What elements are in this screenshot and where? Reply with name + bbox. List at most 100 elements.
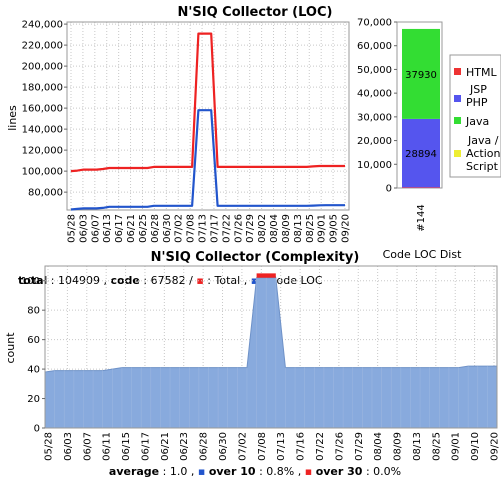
loc-y-tick-label: 160,000: [22, 104, 63, 115]
complexity-x-tick-label: 07/16: [296, 432, 307, 461]
loc-x-tick-label: 09/01: [317, 214, 328, 243]
complexity-x-tick-label: 09/10: [470, 432, 481, 461]
loc-y-tick-label: 220,000: [22, 41, 63, 52]
complexity-y-tick-label: 60: [27, 335, 40, 346]
dist-y-tick-label: 30,000: [357, 112, 392, 123]
complexity-x-tick-label: 08/04: [373, 432, 384, 461]
dist-data-label: 28894: [405, 149, 437, 160]
loc-x-tick-label: 07/13: [198, 214, 209, 243]
dist-y-tick-label: 10,000: [357, 160, 392, 171]
complexity-area-fill: [44, 277, 498, 429]
dist-y-tick-label: 40,000: [357, 89, 392, 100]
loc-x-tick-label: 08/02: [257, 214, 268, 243]
dist-y-tick-label: 60,000: [357, 41, 392, 52]
legend-label-java: Java: [465, 115, 489, 128]
complexity-x-tick-label: 06/15: [121, 432, 132, 461]
loc-x-tick-label: 08/09: [281, 214, 292, 243]
complexity-x-tick-label: 07/26: [334, 432, 345, 461]
complexity-y-tick-label: 20: [27, 394, 40, 405]
legend-total-marker: ▪: [196, 274, 203, 287]
legend-label-action: Action: [466, 147, 500, 160]
summary-over30-value: 0.0%: [373, 465, 401, 478]
loc-x-tick-label: 09/05: [329, 214, 340, 243]
complexity-y-ticks: 0 20 40 60 80 100: [21, 276, 45, 435]
loc-x-tick-label: 08/13: [293, 214, 304, 243]
legend-swatch-html: [454, 68, 461, 75]
summary-over10-label: over 10: [209, 465, 256, 478]
complexity-x-tick-label: 06/21: [160, 432, 171, 461]
complexity-y-tick-label: 80: [27, 306, 40, 317]
summary-over10-value: 0.8%: [266, 465, 294, 478]
loc-x-tick-label: 09/20: [341, 214, 352, 243]
loc-y-tick-label: 80,000: [28, 188, 63, 199]
legend-label-java-slash: Java /: [467, 134, 499, 147]
summary-average-label: average: [109, 465, 159, 478]
dist-bar-html: [402, 187, 440, 188]
loc-x-tick-label: 06/07: [90, 214, 101, 243]
summary-over30-label: over 30: [316, 465, 363, 478]
loc-y-axis-label: lines: [6, 105, 19, 131]
loc-x-tick-label: 06/13: [102, 214, 113, 243]
complexity-area-over30: [256, 273, 276, 278]
loc-line-code-loc: [70, 109, 345, 211]
complexity-x-tick-label: 07/08: [257, 432, 268, 461]
loc-x-tick-label: 07/22: [221, 214, 232, 243]
loc-chart-title: N'SIQ Collector (LOC): [178, 5, 333, 20]
loc-gridlines: [67, 22, 349, 210]
loc-y-ticks: 80,000 100,000 120,000 140,000 160,000 180,00…: [22, 20, 67, 199]
dist-bar-java: [402, 28, 440, 119]
complexity-x-tick-label: 06/28: [199, 432, 210, 461]
complexity-y-tick-label: 0: [34, 424, 40, 435]
complexity-x-tick-label: 06/30: [218, 432, 229, 461]
loc-x-tick-label: 06/25: [138, 214, 149, 243]
complexity-y-tick-label: 40: [27, 365, 40, 376]
loc-x-tick-label: 07/17: [209, 214, 220, 243]
legend-label-html: HTML: [466, 66, 497, 79]
complexity-x-tick-label: 06/23: [179, 432, 190, 461]
complexity-chart-title: N'SIQ Collector (Complexity): [151, 250, 360, 265]
dist-y-tick-label: 20,000: [357, 136, 392, 147]
summary-average-value: 1.0: [170, 465, 188, 478]
loc-x-tick-label: 05/28: [67, 214, 78, 243]
legend-label-script: Script: [466, 160, 499, 173]
complexity-y-tick-label: 100: [21, 276, 40, 287]
complexity-x-tick-label: 06/03: [63, 432, 74, 461]
complexity-x-tick-label: 07/13: [276, 432, 287, 461]
legend-code-label: Code LOC: [269, 274, 323, 287]
dist-category-label: #144: [416, 204, 427, 231]
dist-bar-jsp-php: [402, 118, 440, 188]
legend-label-php: PHP: [466, 96, 488, 109]
complexity-summary: average : 1.0 , ▪ over 10 : 0.8% , ▪ ove…: [109, 465, 401, 478]
loc-x-tick-label: 07/02: [174, 214, 185, 243]
loc-y-tick-label: 180,000: [22, 83, 63, 94]
loc-x-tick-label: 08/04: [269, 214, 280, 243]
complexity-x-tick-label: 08/09: [393, 432, 404, 461]
complexity-chart: N'SIQ Collector (Complexity) 0 20 40 60 80 10…: [4, 250, 501, 461]
loc-y-tick-label: 100,000: [22, 167, 63, 178]
dist-y-tick-label: 0: [386, 184, 392, 195]
legend-over30-marker: ▪: [305, 465, 312, 478]
legend-swatch-java-action-script: [454, 150, 461, 157]
complexity-x-tick-label: 05/28: [44, 432, 55, 461]
loc-y-tick-label: 140,000: [22, 125, 63, 136]
complexity-x-tick-label: 07/02: [237, 432, 248, 461]
loc-y-tick-label: 120,000: [22, 146, 63, 157]
legend-swatch-java: [454, 117, 461, 124]
dist-x-axis-label: Code LOC Dist: [383, 248, 462, 261]
dist-chart: 0 10,000 20,000 30,000 40,000 50,000 60,000 70,…: [357, 18, 462, 262]
loc-y-tick-label: 240,000: [22, 20, 63, 31]
summary-total-label: total: [18, 274, 47, 287]
dist-y-tick-label: 50,000: [357, 65, 392, 76]
loc-x-tick-label: 08/25: [305, 214, 316, 243]
loc-x-tick-label: 07/29: [245, 214, 256, 243]
summary-code-label: code: [110, 274, 139, 287]
complexity-area: [44, 273, 498, 429]
complexity-y-axis-label: count: [4, 332, 17, 364]
loc-series-lines: [70, 32, 345, 211]
loc-plot-frame: [66, 21, 350, 211]
legend-total-label: Total: [213, 274, 240, 287]
loc-x-tick-label: 06/28: [150, 214, 161, 243]
loc-x-tick-label: 06/03: [78, 214, 89, 243]
loc-x-tick-label: 07/26: [233, 214, 244, 243]
